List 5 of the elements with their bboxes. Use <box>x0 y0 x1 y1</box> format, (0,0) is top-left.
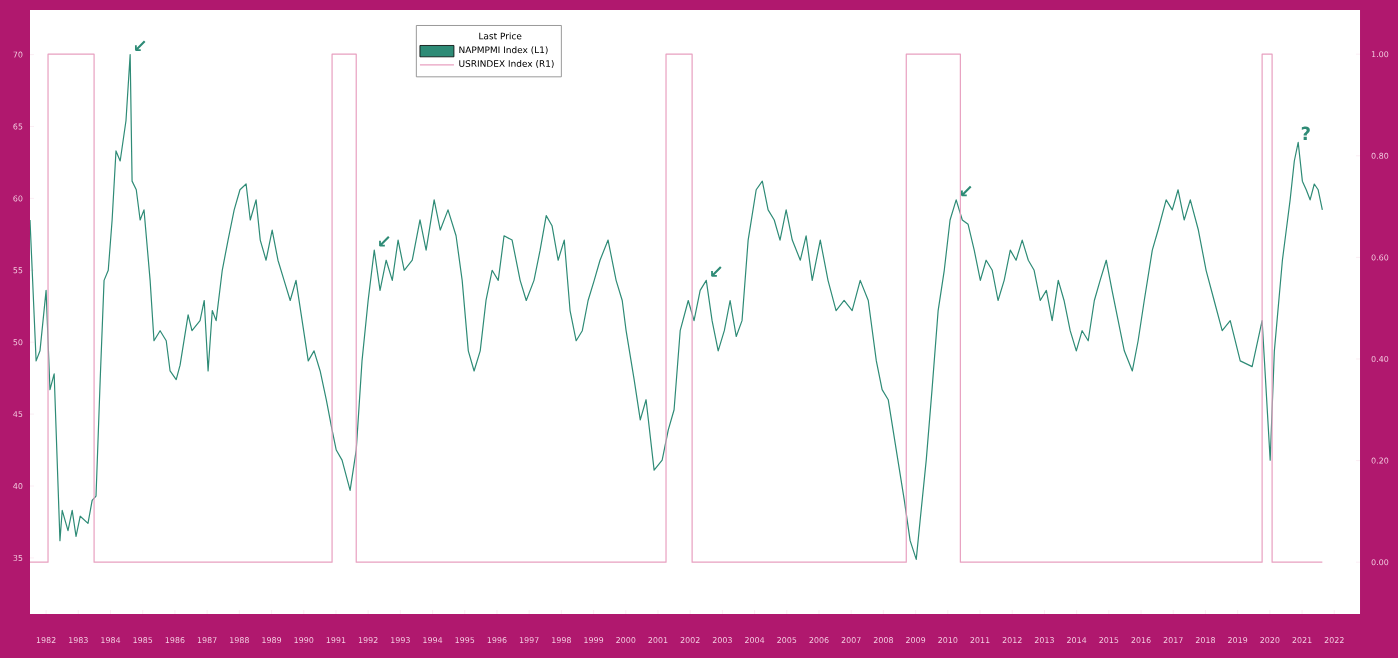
annotation: ↙ <box>711 266 722 277</box>
annotation: ↙ <box>379 236 390 247</box>
annotation: ? <box>1301 126 1310 140</box>
annotation: ↙ <box>134 40 146 51</box>
annotation: ↙ <box>961 185 972 197</box>
